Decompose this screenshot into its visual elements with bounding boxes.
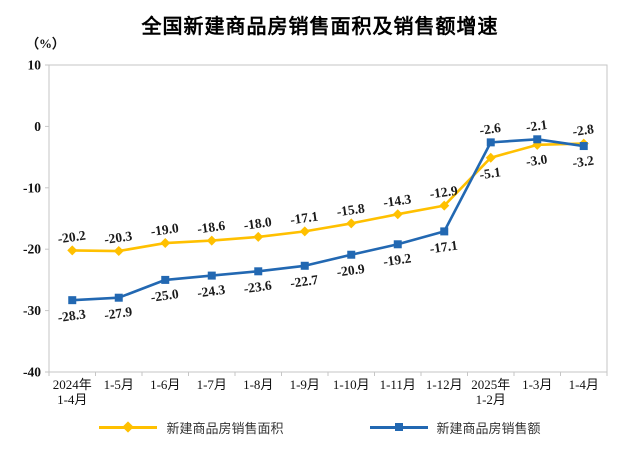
y-axis-tick-label: -40 (23, 365, 41, 380)
data-label: -28.3 (57, 306, 87, 325)
data-label: -3.0 (525, 151, 548, 169)
x-axis-tick-label: 2024年 (53, 377, 92, 392)
square-marker-icon (254, 267, 263, 276)
y-axis-unit-label: （%） (26, 36, 66, 51)
x-axis-tick-label: 1-3月 (522, 377, 552, 392)
x-axis-tick-label: 1-8月 (243, 377, 273, 392)
diamond-marker-icon (439, 200, 450, 211)
x-axis-tick-label: 1-4月 (569, 377, 599, 392)
data-label: -20.3 (103, 228, 133, 247)
diamond-marker-icon (346, 218, 357, 229)
square-marker-icon (486, 138, 495, 147)
diamond-marker-icon (67, 245, 78, 256)
data-label: -18.6 (196, 218, 226, 237)
square-marker-icon (300, 261, 309, 270)
x-axis-tick-label: 1-4月 (57, 392, 87, 407)
square-marker-icon (533, 135, 542, 144)
data-label: -22.7 (289, 272, 319, 291)
diamond-marker-icon (299, 226, 310, 237)
square-marker-icon (114, 293, 123, 302)
square-marker-icon (394, 423, 403, 431)
legend-label-sales-area: 新建商品房销售面积 (166, 420, 284, 436)
data-label: -12.9 (429, 183, 459, 202)
diamond-marker-icon (113, 246, 124, 257)
data-label: -20.9 (336, 261, 366, 280)
data-label: -23.6 (243, 277, 273, 296)
data-label: -19.0 (150, 220, 180, 239)
diamond-marker-icon (206, 235, 217, 246)
plot-border (48, 64, 608, 373)
data-label: -17.1 (429, 238, 459, 257)
legend-item-sales-area: 新建商品房销售面积 (99, 418, 284, 437)
chart-title: 全国新建商品房销售面积及销售额增速 (141, 16, 499, 38)
square-marker-icon (440, 227, 449, 236)
sales-area-line-swatch (99, 421, 158, 433)
x-axis-tick-label: 1-12月 (426, 377, 463, 392)
diamond-marker-icon (253, 231, 264, 242)
x-axis-tick-label: 2025年 (471, 377, 510, 392)
x-axis-tick-label: 1-6月 (150, 377, 180, 392)
data-label: -24.3 (196, 282, 226, 301)
sales-value-line-swatch (369, 422, 428, 432)
data-label: -19.2 (382, 250, 412, 269)
data-label: -20.2 (57, 228, 87, 247)
series-line-1 (70, 137, 586, 302)
diamond-marker-icon (485, 152, 496, 163)
data-label: -3.2 (571, 153, 594, 171)
x-axis-tick-label: 1-11月 (380, 377, 416, 392)
y-axis-tick-label: -10 (23, 180, 41, 195)
square-marker-icon (68, 296, 77, 305)
data-label: -25.0 (150, 286, 180, 305)
y-axis-tick-label: -30 (23, 303, 41, 318)
x-axis-tick-label: 1-10月 (333, 377, 370, 392)
y-axis-tick-label: 10 (28, 58, 42, 73)
data-label: -17.1 (289, 209, 319, 228)
x-axis-tick-label: 1-5月 (104, 377, 134, 392)
data-label: -2.1 (525, 117, 548, 135)
data-label: -27.9 (103, 304, 133, 323)
legend-item-sales-value: 新建商品房销售额 (369, 418, 541, 437)
diamond-marker-icon (122, 421, 135, 433)
square-marker-icon (347, 250, 356, 259)
square-marker-icon (207, 271, 216, 280)
diamond-marker-icon (160, 238, 171, 249)
data-label: -2.6 (478, 120, 501, 138)
y-axis-tick-label: 0 (34, 119, 41, 134)
data-label: -15.8 (336, 201, 366, 220)
square-marker-icon (579, 142, 588, 151)
x-axis-tick-label: 1-9月 (290, 377, 320, 392)
x-axis-tick-label: 1-2月 (476, 392, 506, 407)
square-marker-icon (161, 275, 170, 284)
diamond-marker-icon (392, 209, 403, 220)
data-label: -18.0 (243, 214, 273, 233)
series-line-0 (70, 142, 586, 253)
chart-legend: 新建商品房销售面积 新建商品房销售额 (0, 415, 640, 439)
x-axis-tick-label: 1-7月 (197, 377, 227, 392)
data-label: -5.1 (478, 164, 501, 182)
legend-label-sales-value: 新建商品房销售额 (436, 420, 541, 436)
square-marker-icon (393, 240, 402, 249)
data-label: -14.3 (382, 191, 412, 210)
y-axis-tick-label: -20 (23, 242, 41, 257)
data-label: -2.8 (571, 121, 594, 139)
